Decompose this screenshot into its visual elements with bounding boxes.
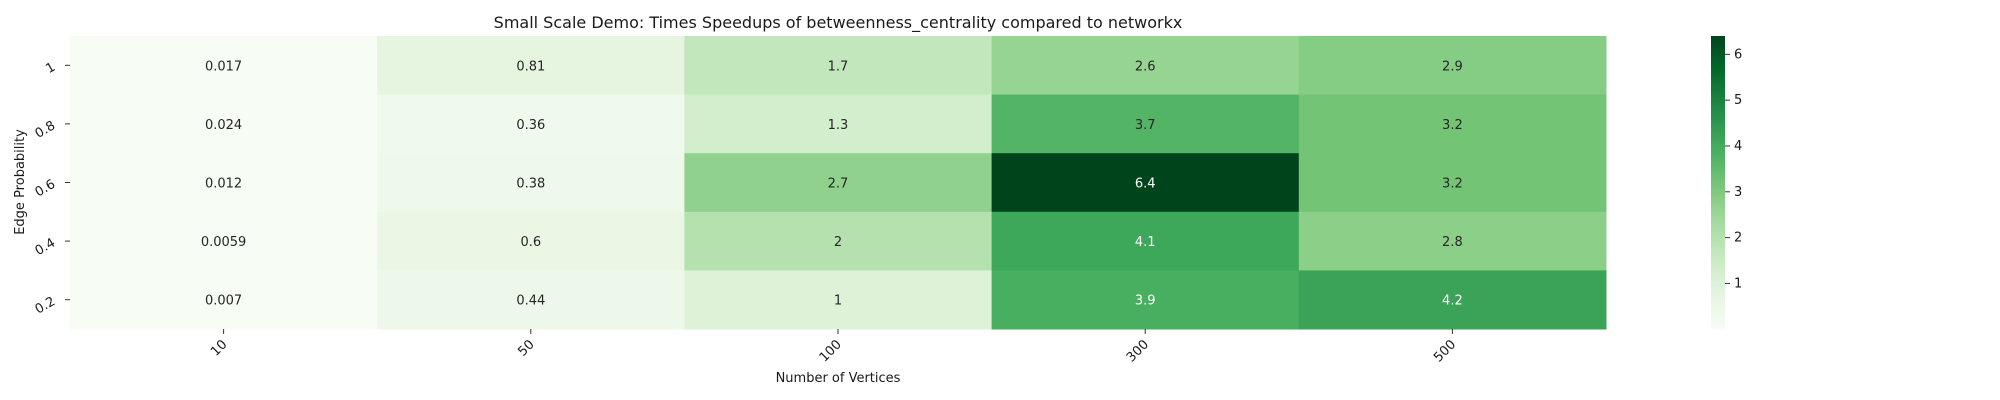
cell-annotation: 4.1 — [1135, 235, 1156, 250]
cell-annotation: 0.6 — [520, 235, 541, 250]
cell-annotation: 3.9 — [1135, 294, 1156, 309]
colorbar-tick-label: 5 — [1734, 93, 1742, 108]
cell-annotation: 2.9 — [1442, 59, 1463, 74]
cell-annotation: 4.2 — [1442, 294, 1463, 309]
cell-annotation: 0.81 — [516, 59, 545, 74]
cell-annotation: 3.2 — [1442, 118, 1463, 133]
colorbar-tick-label: 4 — [1734, 139, 1742, 154]
heatmap-cell — [1298, 94, 1607, 154]
colorbar-tick-label: 6 — [1734, 47, 1742, 62]
heatmap-cell — [70, 211, 378, 271]
heatmap-cell — [991, 153, 1300, 213]
cell-annotation: 2.6 — [1135, 59, 1156, 74]
heatmap-cell — [377, 211, 685, 271]
heatmap-cell — [70, 36, 378, 96]
heatmap-cell — [1298, 270, 1607, 330]
heatmap-cell — [377, 36, 685, 96]
y-axis: 1 0.8 0.6 0.4 0.2 — [33, 60, 70, 318]
cell-annotation: 1 — [834, 294, 842, 309]
heatmap-cell — [684, 270, 993, 330]
heatmap-cell — [377, 153, 685, 213]
cell-annotation: 3.2 — [1442, 177, 1463, 192]
x-axis: 10 50 100 300 500 — [208, 329, 1459, 365]
cell-annotation: 6.4 — [1135, 177, 1156, 192]
cell-annotation: 0.44 — [516, 294, 545, 309]
y-tick-label: 0.6 — [33, 177, 58, 200]
cell-annotation: 0.38 — [516, 177, 545, 192]
heatmap-cell — [684, 36, 993, 96]
heatmap-cell — [684, 153, 993, 213]
heatmap-cell — [70, 94, 378, 154]
x-tick-label: 50 — [515, 337, 537, 359]
colorbar — [1711, 36, 1725, 329]
heatmap-cell — [1298, 36, 1607, 96]
cell-annotation: 0.007 — [205, 294, 242, 309]
cell-annotations: 0.017 0.81 1.7 2.6 2.9 0.024 0.36 1.3 3.7 3.2 0.01… — [201, 59, 1463, 308]
cell-annotation: 0.36 — [516, 118, 545, 133]
cell-annotation: 2.8 — [1442, 235, 1463, 250]
colorbar-tick-label: 1 — [1734, 276, 1742, 291]
heatmap-cell — [991, 270, 1300, 330]
y-tick-label: 1 — [43, 60, 58, 77]
x-tick-label: 500 — [1431, 337, 1459, 365]
cell-annotation: 2.7 — [828, 177, 849, 192]
x-tick-label: 100 — [817, 337, 845, 365]
colorbar-ticks: 1 2 3 4 5 6 — [1725, 47, 1742, 291]
heatmap-cell — [684, 211, 993, 271]
cell-annotation: 1.7 — [828, 59, 849, 74]
cell-annotation: 0.012 — [205, 177, 242, 192]
cell-annotation: 0.0059 — [201, 235, 247, 250]
y-axis-label: Edge Probability — [13, 129, 28, 235]
heatmap-cell — [991, 94, 1300, 154]
heatmap-cell — [70, 270, 378, 330]
heatmap-cells — [70, 36, 1607, 330]
heatmap-cell — [377, 94, 685, 154]
x-tick-label: 300 — [1124, 337, 1152, 365]
y-tick-label: 0.2 — [33, 294, 58, 317]
heatmap-cell — [1298, 211, 1607, 271]
x-tick-label: 10 — [208, 337, 230, 359]
y-tick-label: 0.4 — [33, 236, 58, 259]
colorbar-tick-label: 2 — [1734, 231, 1742, 246]
heatmap-cell — [70, 153, 378, 213]
colorbar-tick-label: 3 — [1734, 185, 1742, 200]
y-tick-label: 0.8 — [33, 118, 58, 141]
heatmap-cell — [684, 94, 993, 154]
heatmap-cell — [377, 270, 685, 330]
cell-annotation: 2 — [834, 235, 842, 250]
x-axis-label: Number of Vertices — [776, 371, 901, 386]
cell-annotation: 1.3 — [828, 118, 849, 133]
cell-annotation: 0.024 — [205, 118, 242, 133]
heatmap-cell — [991, 36, 1300, 96]
chart-title: Small Scale Demo: Times Speedups of betw… — [494, 13, 1183, 33]
cell-annotation: 0.017 — [205, 59, 242, 74]
cell-annotation: 3.7 — [1135, 118, 1156, 133]
heatmap-cell — [991, 211, 1300, 271]
heatmap-cell — [1298, 153, 1607, 213]
